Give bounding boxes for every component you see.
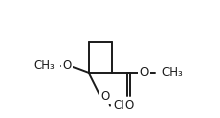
Text: O: O	[62, 59, 72, 72]
Text: O: O	[100, 90, 109, 103]
Text: O: O	[124, 99, 133, 112]
Text: O: O	[140, 67, 149, 80]
Text: CH₃: CH₃	[33, 59, 55, 72]
Text: CH₃: CH₃	[114, 99, 135, 112]
Text: CH₃: CH₃	[161, 67, 183, 80]
